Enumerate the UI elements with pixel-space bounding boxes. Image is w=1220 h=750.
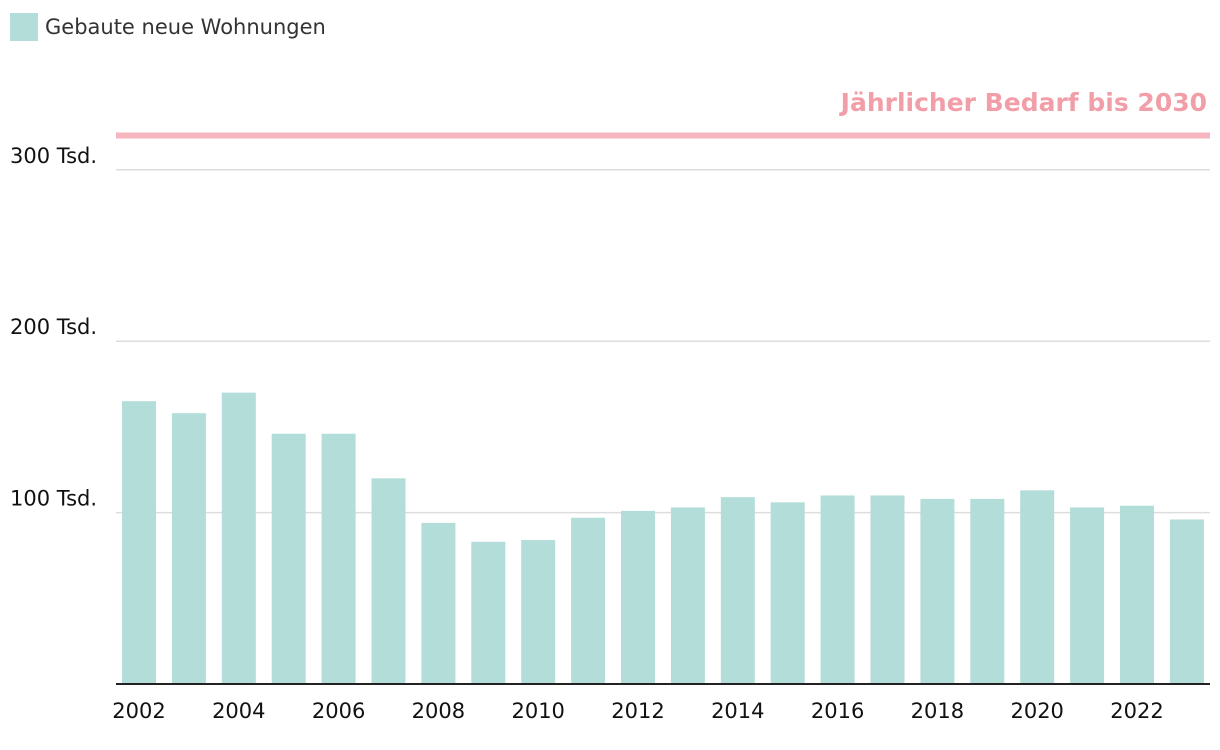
x-tick-label: 2010 <box>511 699 564 723</box>
bar-2017 <box>870 495 905 684</box>
bar-2011 <box>571 517 606 684</box>
bar-2005 <box>271 433 306 684</box>
x-tick-label: 2018 <box>911 699 964 723</box>
bar-2015 <box>770 502 805 684</box>
bar-2007 <box>371 478 406 684</box>
bar-2010 <box>521 540 556 684</box>
y-tick-label: 200 Tsd. <box>10 315 97 339</box>
bar-2016 <box>820 495 855 684</box>
x-tick-label: 2012 <box>611 699 664 723</box>
bar-2018 <box>920 498 955 684</box>
bar-2022 <box>1120 505 1154 684</box>
bar-2002 <box>122 401 156 684</box>
x-tick-label: 2008 <box>412 699 465 723</box>
reference-line-label: Jährlicher Bedarf bis 2030 <box>839 88 1207 117</box>
x-tick-label: 2002 <box>112 699 165 723</box>
bar-2013 <box>670 507 705 684</box>
bar-2009 <box>471 541 506 684</box>
bar-2006 <box>321 433 356 684</box>
legend: Gebaute neue Wohnungen <box>10 13 326 41</box>
bar-2020 <box>1020 490 1055 684</box>
y-tick-label: 100 Tsd. <box>10 487 97 511</box>
grid-layer: 100 Tsd. 200 Tsd. 300 Tsd. <box>10 144 1210 514</box>
bar-2023 <box>1169 519 1204 684</box>
x-tick-label: 2022 <box>1110 699 1163 723</box>
y-tick-label: 300 Tsd. <box>10 144 97 168</box>
x-tick-label: 2020 <box>1010 699 1063 723</box>
x-tick-label: 2014 <box>711 699 764 723</box>
x-tick-label: 2006 <box>312 699 365 723</box>
x-tick-label: 2016 <box>811 699 864 723</box>
bar-2019 <box>970 498 1005 684</box>
x-tick-labels: 2002 2004 2006 2008 2010 2012 2014 2016 2018 2020… <box>112 699 1163 723</box>
bars-layer <box>122 392 1204 684</box>
bar-2021 <box>1070 507 1105 684</box>
bar-2004 <box>221 392 256 684</box>
bar-2003 <box>171 413 206 684</box>
bar-2008 <box>421 522 456 684</box>
legend-swatch <box>10 13 38 41</box>
x-tick-label: 2004 <box>212 699 265 723</box>
bar-2012 <box>621 510 655 684</box>
legend-label: Gebaute neue Wohnungen <box>45 15 326 39</box>
bar-2014 <box>720 497 755 684</box>
